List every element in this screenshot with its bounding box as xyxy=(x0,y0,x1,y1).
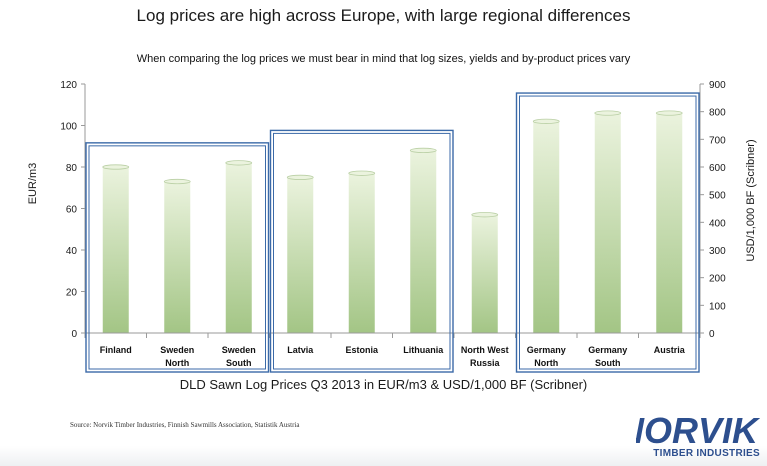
chart-subtitle: When comparing the log prices we must be… xyxy=(136,53,631,65)
y2-tick-label: 600 xyxy=(709,163,726,174)
group-boxes-layer xyxy=(85,92,700,373)
logo-tagline: TIMBER INDUSTRIES xyxy=(653,448,760,459)
y-axis-title: EUR/m3 xyxy=(27,163,39,205)
bar-cap xyxy=(225,160,253,166)
bar xyxy=(656,113,683,333)
y2-tick-label: 800 xyxy=(709,108,726,119)
bar xyxy=(410,150,437,333)
bar-cap xyxy=(286,174,314,180)
y-tick-label: 60 xyxy=(66,205,78,216)
x-tick-label: Germany xyxy=(527,345,566,355)
y2-tick-label: 500 xyxy=(709,191,726,202)
bar xyxy=(533,121,560,333)
bar-cap xyxy=(594,110,622,116)
y2-tick-label: 200 xyxy=(709,274,726,285)
logo-wordmark: NORVIK xyxy=(636,410,760,449)
bar-cap xyxy=(102,164,130,170)
y-tick-label: 80 xyxy=(66,163,78,174)
x-tick-label: Finland xyxy=(100,345,132,355)
norvik-logo-mark: NORVIK xyxy=(618,410,761,451)
x-tick-label: Estonia xyxy=(345,345,379,355)
y-tick-label: 100 xyxy=(60,122,77,133)
bar xyxy=(102,167,129,333)
region-group-box xyxy=(515,92,700,373)
bar-cap xyxy=(348,170,376,176)
y-tick-label: 0 xyxy=(71,329,77,340)
bar-cap xyxy=(655,110,683,116)
source-note: Source: Norvik Timber Industries, Finnis… xyxy=(70,421,300,429)
y2-tick-label: 700 xyxy=(709,135,726,146)
region-group-box xyxy=(269,129,454,373)
x-tick-label: Sweden xyxy=(160,345,194,355)
bar-cap xyxy=(532,118,560,124)
x-tick-label: South xyxy=(226,358,252,368)
y2-tick-label: 900 xyxy=(709,80,726,91)
y-tick-label: 40 xyxy=(66,246,78,257)
y2-tick-label: 400 xyxy=(709,218,726,229)
x-tick-label: Austria xyxy=(654,345,686,355)
x-tick-label: North West xyxy=(461,345,509,355)
bar xyxy=(164,181,191,333)
y-tick-label: 20 xyxy=(66,288,78,299)
bar xyxy=(287,177,314,333)
region-group-box-inner xyxy=(273,132,451,370)
footer-bar xyxy=(0,446,767,466)
axes-layer: 0 20 40 60 80 100 120 0 100 200 300 400 500 600 700 800… xyxy=(27,80,757,368)
x-tick-label: Lithuania xyxy=(403,345,444,355)
bar-cap xyxy=(471,212,499,218)
bar xyxy=(471,214,498,333)
x-tick-label: Sweden xyxy=(222,345,256,355)
region-group-box-inner xyxy=(88,145,266,370)
x-tick-label: Germany xyxy=(588,345,627,355)
region-group-box xyxy=(85,142,270,373)
y2-tick-label: 100 xyxy=(709,301,726,312)
chart-caption: DLD Sawn Log Prices Q3 2013 in EUR/m3 & … xyxy=(179,377,588,392)
bar xyxy=(348,173,375,333)
y2-tick-label: 0 xyxy=(709,329,715,340)
norvik-logo: NORVIK TIMBER INDUSTRIES xyxy=(618,405,761,463)
bar xyxy=(225,162,252,333)
x-tick-label: North xyxy=(165,358,189,368)
x-tick-label: Latvia xyxy=(287,345,314,355)
y-tick-label: 120 xyxy=(60,80,77,91)
y2-tick-label: 300 xyxy=(709,246,726,257)
bars-layer xyxy=(102,110,683,333)
bar-cap xyxy=(409,147,437,153)
bar xyxy=(594,113,621,333)
chart-title: Log prices are high across Europe, with … xyxy=(136,6,631,25)
x-tick-label: North xyxy=(534,358,558,368)
y2-axis-title: USD/1,000 BF (Scribner) xyxy=(745,139,757,261)
x-tick-label: Russia xyxy=(470,358,501,368)
bar-cap xyxy=(163,178,191,185)
region-group-box-inner xyxy=(519,95,697,370)
x-tick-label: South xyxy=(595,358,621,368)
